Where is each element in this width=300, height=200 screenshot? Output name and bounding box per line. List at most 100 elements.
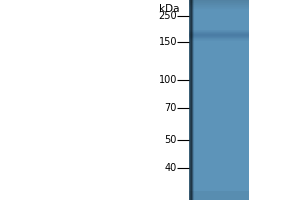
Bar bbox=[189, 172, 249, 173]
Bar bbox=[189, 98, 249, 99]
Bar bbox=[189, 125, 249, 126]
Bar bbox=[189, 74, 249, 75]
Bar bbox=[189, 46, 249, 47]
Bar bbox=[189, 108, 249, 109]
Bar bbox=[191, 0, 194, 200]
Bar bbox=[189, 199, 249, 200]
Bar bbox=[189, 28, 249, 29]
Bar bbox=[189, 58, 249, 59]
Bar bbox=[189, 165, 249, 166]
Bar bbox=[189, 14, 249, 15]
Bar bbox=[189, 167, 249, 168]
Bar bbox=[189, 119, 249, 120]
Bar bbox=[189, 156, 249, 157]
Bar bbox=[189, 35, 249, 36]
Bar bbox=[189, 32, 249, 33]
Bar bbox=[189, 166, 249, 167]
Bar bbox=[189, 147, 249, 148]
Text: 50: 50 bbox=[165, 135, 177, 145]
Bar bbox=[189, 70, 249, 71]
Bar bbox=[189, 75, 249, 76]
Bar bbox=[189, 55, 249, 56]
Bar bbox=[189, 176, 249, 177]
Bar bbox=[189, 13, 249, 14]
Bar bbox=[189, 67, 249, 68]
Bar bbox=[189, 29, 249, 30]
Bar bbox=[189, 107, 249, 108]
Bar bbox=[189, 83, 249, 84]
Bar bbox=[189, 91, 249, 92]
Bar bbox=[189, 66, 249, 67]
Bar bbox=[191, 0, 194, 200]
Bar bbox=[189, 25, 249, 26]
Text: 100: 100 bbox=[159, 75, 177, 85]
Bar bbox=[189, 79, 249, 80]
Bar bbox=[189, 161, 249, 162]
Bar bbox=[189, 190, 249, 191]
Bar bbox=[189, 180, 249, 181]
Bar bbox=[189, 100, 249, 101]
Bar bbox=[189, 130, 249, 131]
Bar bbox=[189, 111, 249, 112]
Bar bbox=[189, 150, 249, 151]
Bar bbox=[189, 122, 249, 123]
Bar bbox=[189, 73, 249, 74]
Bar bbox=[189, 129, 249, 130]
Bar bbox=[189, 61, 249, 62]
Bar bbox=[191, 0, 194, 200]
Bar bbox=[189, 7, 249, 8]
Bar bbox=[189, 99, 249, 100]
Bar bbox=[189, 162, 249, 163]
Bar bbox=[189, 163, 249, 164]
Bar bbox=[190, 0, 193, 200]
Bar bbox=[189, 135, 249, 136]
Bar bbox=[189, 159, 249, 160]
Bar bbox=[189, 9, 249, 10]
Bar bbox=[189, 191, 249, 192]
Text: 150: 150 bbox=[158, 37, 177, 47]
Bar bbox=[189, 95, 249, 96]
Bar bbox=[189, 50, 249, 51]
Bar bbox=[189, 12, 249, 13]
Bar bbox=[189, 33, 249, 34]
Bar bbox=[189, 177, 249, 178]
Bar bbox=[189, 40, 249, 41]
Bar bbox=[189, 196, 249, 197]
Bar bbox=[189, 184, 249, 185]
Bar bbox=[189, 52, 249, 53]
Bar bbox=[189, 134, 249, 135]
Bar bbox=[189, 146, 249, 147]
Bar bbox=[189, 56, 249, 57]
Bar bbox=[189, 0, 192, 200]
Bar bbox=[190, 0, 194, 200]
Bar bbox=[191, 0, 194, 200]
Bar bbox=[189, 11, 249, 12]
Bar bbox=[189, 5, 249, 6]
Bar bbox=[189, 76, 249, 77]
Bar bbox=[189, 124, 249, 125]
Bar bbox=[189, 132, 249, 133]
Bar bbox=[189, 105, 249, 106]
Bar bbox=[190, 0, 193, 200]
Bar bbox=[189, 114, 249, 115]
Bar bbox=[189, 81, 249, 82]
Bar bbox=[189, 118, 249, 119]
Bar bbox=[189, 80, 249, 81]
Bar bbox=[189, 153, 249, 154]
Bar bbox=[189, 96, 249, 97]
Bar bbox=[189, 71, 249, 72]
Bar bbox=[189, 140, 249, 141]
Bar bbox=[189, 127, 249, 128]
Bar bbox=[189, 8, 249, 9]
Bar bbox=[189, 193, 249, 194]
Bar bbox=[189, 155, 249, 156]
Bar bbox=[189, 152, 249, 153]
Bar bbox=[189, 158, 249, 159]
Bar bbox=[189, 183, 249, 184]
Bar bbox=[189, 137, 249, 138]
Bar bbox=[189, 4, 249, 5]
Bar bbox=[189, 103, 249, 104]
Bar bbox=[189, 128, 249, 129]
Bar bbox=[189, 89, 249, 90]
Bar bbox=[189, 85, 249, 86]
